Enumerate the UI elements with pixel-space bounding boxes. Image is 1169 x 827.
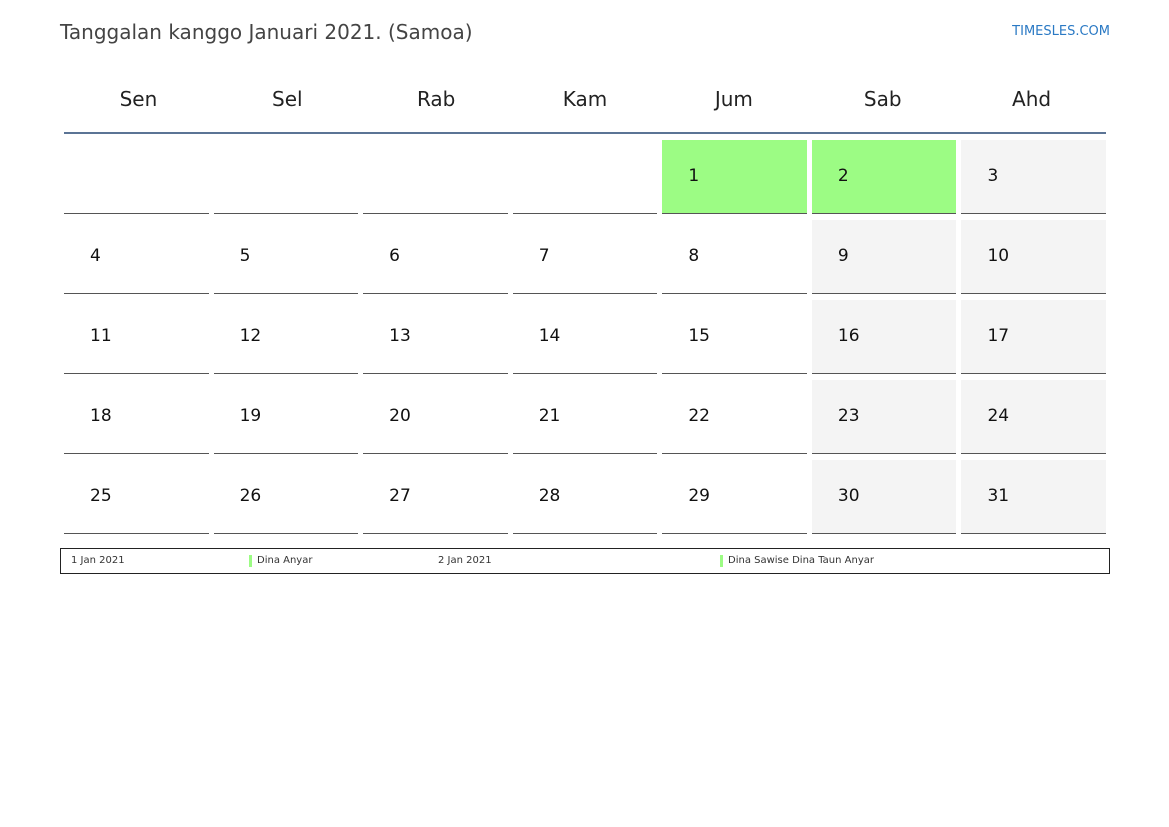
- empty-day-cell: [213, 140, 359, 214]
- day-cell[interactable]: 19: [213, 380, 359, 454]
- day-number: 21: [538, 406, 561, 426]
- week-row: 25 26 27 28 29 30 31: [64, 460, 1107, 534]
- holiday-legend: 1 Jan 2021 Dina Anyar 2 Jan 2021 Dina Sa…: [60, 548, 1110, 574]
- day-cell[interactable]: 17: [961, 300, 1107, 374]
- week-row: 1 2 3: [64, 140, 1107, 214]
- empty-day-cell: [512, 140, 658, 214]
- day-number: 28: [538, 486, 561, 506]
- day-cell[interactable]: 29: [662, 460, 807, 534]
- empty-day-cell: [363, 140, 508, 214]
- day-cell[interactable]: 31: [961, 460, 1107, 534]
- day-cell[interactable]: 7: [512, 220, 658, 294]
- day-number: 12: [239, 326, 262, 346]
- weekday-label: Sel: [272, 87, 303, 111]
- day-cell[interactable]: 25: [64, 460, 209, 534]
- day-number: 13: [389, 326, 411, 346]
- day-number: 7: [538, 246, 550, 266]
- day-cell[interactable]: 30: [811, 460, 957, 534]
- day-cell[interactable]: 3: [961, 140, 1107, 214]
- day-cell[interactable]: 5: [213, 220, 359, 294]
- day-number: 17: [987, 326, 1010, 346]
- day-cell[interactable]: 14: [512, 300, 658, 374]
- day-number: 23: [837, 406, 860, 426]
- day-number: 30: [837, 486, 860, 506]
- weeks-container: 1 2 3 4 5 6 7 8 9 10 11 12 13 14 15 16 17 18 19 20 21 22 23 24 2…: [64, 140, 1107, 534]
- legend-holiday-name: Dina Anyar: [257, 555, 313, 566]
- brand-link[interactable]: TIMESLES.COM: [1012, 24, 1110, 39]
- day-number: 1: [688, 166, 700, 186]
- day-number: 5: [239, 246, 251, 266]
- day-cell[interactable]: 4: [64, 220, 209, 294]
- week-row: 4 5 6 7 8 9 10: [64, 220, 1107, 294]
- day-cell[interactable]: 2: [811, 140, 957, 214]
- day-cell[interactable]: 20: [363, 380, 508, 454]
- day-cell[interactable]: 28: [512, 460, 658, 534]
- day-number: 10: [987, 246, 1010, 266]
- day-cell[interactable]: 12: [213, 300, 359, 374]
- day-cell[interactable]: 27: [363, 460, 508, 534]
- day-cell[interactable]: 6: [363, 220, 508, 294]
- holiday-color-marker: [720, 555, 723, 567]
- day-number: 15: [688, 326, 710, 346]
- day-cell[interactable]: 1: [662, 140, 807, 214]
- day-cell[interactable]: 16: [811, 300, 957, 374]
- weekday-label: Sab: [863, 87, 902, 111]
- legend-date: 2 Jan 2021: [438, 555, 492, 566]
- day-cell[interactable]: 10: [961, 220, 1107, 294]
- day-number: 14: [538, 326, 561, 346]
- day-number: 24: [987, 406, 1010, 426]
- day-cell[interactable]: 24: [961, 380, 1107, 454]
- empty-day-cell: [64, 140, 209, 214]
- day-number: 3: [987, 166, 999, 186]
- weekday-label: Sen: [119, 87, 158, 111]
- day-number: 19: [239, 406, 262, 426]
- day-cell[interactable]: 23: [811, 380, 957, 454]
- week-row: 11 12 13 14 15 16 17: [64, 300, 1107, 374]
- day-number: 8: [688, 246, 700, 266]
- weekday-header-row: Sen Sel Rab Kam Jum Sab Ahd: [64, 78, 1106, 134]
- day-number: 6: [389, 246, 400, 266]
- weekday-label: Rab: [416, 87, 456, 111]
- day-number: 16: [837, 326, 860, 346]
- holiday-color-marker: [249, 555, 252, 567]
- week-row: 18 19 20 21 22 23 24: [64, 380, 1107, 454]
- day-number: 26: [239, 486, 262, 506]
- day-number: 2: [837, 166, 849, 186]
- day-cell[interactable]: 21: [512, 380, 658, 454]
- day-number: 22: [688, 406, 710, 426]
- day-cell[interactable]: 26: [213, 460, 359, 534]
- calendar-grid: Sen Sel Rab Kam Jum Sab Ahd 1 2 3 4 5 6 7 8 9 10 1…: [64, 78, 1107, 534]
- day-number: 31: [987, 486, 1010, 506]
- day-number: 4: [90, 246, 101, 266]
- day-number: 9: [837, 246, 849, 266]
- day-cell[interactable]: 15: [662, 300, 807, 374]
- day-cell[interactable]: 11: [64, 300, 209, 374]
- day-number: 25: [90, 486, 112, 506]
- page-title: Tanggalan kanggo Januari 2021. (Samoa): [60, 20, 473, 44]
- day-cell[interactable]: 18: [64, 380, 209, 454]
- day-number: 18: [90, 406, 112, 426]
- day-number: 20: [389, 406, 411, 426]
- weekday-label: Jum: [714, 87, 753, 111]
- day-cell[interactable]: 8: [662, 220, 807, 294]
- day-number: 11: [90, 326, 112, 346]
- day-number: 27: [389, 486, 411, 506]
- weekday-label: Kam: [562, 87, 608, 111]
- day-number: 29: [688, 486, 710, 506]
- day-cell[interactable]: 22: [662, 380, 807, 454]
- day-cell[interactable]: 13: [363, 300, 508, 374]
- legend-holiday-name: Dina Sawise Dina Taun Anyar: [728, 555, 874, 566]
- weekday-label: Ahd: [1012, 87, 1052, 111]
- legend-date: 1 Jan 2021: [71, 555, 125, 566]
- day-cell[interactable]: 9: [811, 220, 957, 294]
